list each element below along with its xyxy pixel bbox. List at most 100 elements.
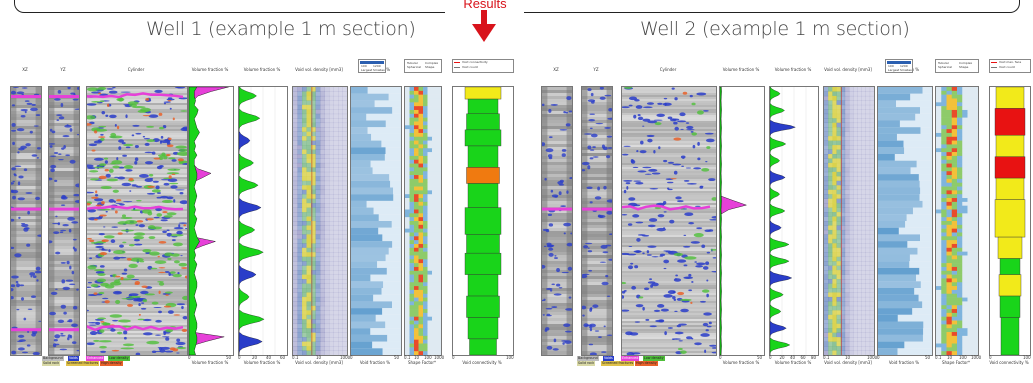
- axis-tick: 1000: [340, 355, 351, 360]
- shape-legend-label: Complex: [425, 61, 439, 65]
- track-vf1: [188, 86, 234, 356]
- axis-ticks-vf1: 0 50: [719, 355, 763, 361]
- column-header: Volume fraction %: [722, 67, 760, 72]
- legend-item: Enhanced: [621, 356, 640, 361]
- axis-ticks-vf2: 0 20 40 60 80: [769, 355, 817, 361]
- shape-legend: Tubular Complex Spherical Shape: [935, 59, 979, 73]
- axis-ticks-vf2: 0 20 40 60: [238, 355, 286, 361]
- track-conn: [989, 86, 1031, 356]
- track-vf2: [769, 86, 819, 356]
- connectivity-block: [994, 199, 1026, 238]
- track-plot-yz: [49, 87, 79, 355]
- density-legend-label: Smallest: [900, 68, 913, 72]
- connectivity-block: [1000, 317, 1020, 355]
- track-plot-shape: [405, 87, 441, 355]
- axis-tick: 0: [188, 355, 191, 360]
- density-legend-bar: [887, 61, 911, 64]
- axis-tick: 0: [452, 355, 455, 360]
- results-arrow-icon: [472, 10, 496, 42]
- axis-tick: 10: [845, 355, 851, 360]
- axis-tick: 40: [266, 355, 272, 360]
- column-header: Cylinder: [127, 67, 145, 72]
- axis-ticks-conn: 0 100: [989, 355, 1031, 361]
- axis-tick: 10: [414, 355, 420, 360]
- track-xz: [10, 86, 42, 356]
- track-vf2: [238, 86, 288, 356]
- track-shape: [404, 86, 442, 356]
- axis-tick: 1000: [434, 355, 445, 360]
- track-plot-yz: [582, 87, 612, 355]
- axis-tick: 0: [350, 355, 353, 360]
- column-header: YZ: [593, 67, 599, 72]
- legend-item: Background: [42, 356, 64, 361]
- connectivity-block: [995, 177, 1025, 200]
- column-footer: Volume fraction %: [243, 360, 281, 365]
- connectivity-legend-swatch: [454, 62, 460, 63]
- column-footer: Void connectivity %: [989, 360, 1029, 365]
- axis-ticks-dens: 0.1 10 1000: [823, 355, 877, 361]
- axis-tick: 10: [947, 355, 953, 360]
- connectivity-legend-label: Void connectivity: [462, 60, 488, 64]
- column-footer: Volume fraction %: [774, 360, 812, 365]
- axis-tick: 50: [226, 355, 232, 360]
- connectivity-block: [467, 98, 499, 114]
- column-header: XZ: [22, 67, 28, 72]
- connectivity-block: [464, 129, 502, 147]
- track-plot-void: [351, 87, 401, 355]
- column-footer: Void vol. density [mm3]: [295, 360, 343, 365]
- column-header: YZ: [60, 67, 66, 72]
- connectivity-block: [466, 295, 500, 318]
- connectivity-legend: Void max. face Void count: [989, 59, 1031, 73]
- column-footer: Void fraction %: [888, 360, 920, 365]
- axis-tick: 100: [424, 355, 432, 360]
- connectivity-legend-swatch: [454, 67, 460, 68]
- well-2-panel: XZ YZ Cylinder Volume fraction % Volume frac…: [537, 59, 1031, 383]
- column-header: Cylinder: [659, 67, 677, 72]
- column-footer: Volume fraction %: [191, 360, 229, 365]
- legend-item: High density: [100, 361, 123, 366]
- connectivity-legend-swatch: [991, 67, 997, 68]
- connectivity-block: [464, 252, 502, 275]
- axis-ticks-conn: 0 100: [452, 355, 514, 361]
- density-legend-label: Largest: [361, 68, 373, 72]
- connectivity-block: [467, 183, 499, 208]
- track-void: [350, 86, 402, 356]
- shape-legend-label: Complex: [959, 61, 973, 65]
- connectivity-block: [998, 274, 1022, 297]
- axis-tick: 100: [1023, 355, 1031, 360]
- axis-ticks-void: 0 50: [877, 355, 931, 361]
- connectivity-block: [994, 108, 1026, 136]
- axis-ticks-vf1: 0 50: [188, 355, 232, 361]
- track-plot-cyl: [622, 87, 716, 355]
- well-1-title: Well 1 (example 1 m section): [146, 18, 416, 40]
- legend-item: Screened fractures: [66, 361, 100, 366]
- connectivity-block: [997, 236, 1023, 259]
- track-plot-xz: [542, 87, 572, 355]
- axis-ticks-shape: 0.1 10 100 1000: [404, 355, 444, 361]
- axis-tick: 1000: [867, 355, 878, 360]
- connectivity-legend-label: Void max. face: [999, 60, 1022, 64]
- axis-tick: 0.1: [823, 355, 830, 360]
- column-header: Void vol. density [mm3]: [824, 67, 872, 72]
- axis-tick: 50: [394, 355, 400, 360]
- density-legend-label: 100: [888, 64, 894, 68]
- axis-tick: 100: [506, 355, 514, 360]
- column-header: Volume fraction %: [191, 67, 229, 72]
- column-footer: Shape Factor*: [407, 360, 437, 365]
- axis-tick: 0: [719, 355, 722, 360]
- well-1-panel: XZ YZ Cylinder Volume fraction % Volume frac…: [6, 59, 514, 383]
- legend-item: Solid rock: [42, 361, 61, 366]
- axis-tick: 0.1: [292, 355, 299, 360]
- axis-tick: 1000: [971, 355, 982, 360]
- connectivity-block: [467, 317, 499, 340]
- connectivity-legend-swatch: [991, 62, 997, 63]
- track-plot-conn: [994, 87, 1026, 355]
- legend-item: High density: [635, 361, 658, 366]
- connectivity-legend-label: Void count: [999, 65, 1015, 69]
- image-legend: Background Voids Enhanced Low density Solid …: [577, 356, 667, 368]
- legend-item: Voids: [603, 356, 614, 361]
- axis-ticks-shape: 0.1 10 100 1000: [935, 355, 981, 361]
- axis-tick: 50: [925, 355, 931, 360]
- axis-tick: 60: [800, 355, 806, 360]
- axis-tick: 0.1: [935, 355, 942, 360]
